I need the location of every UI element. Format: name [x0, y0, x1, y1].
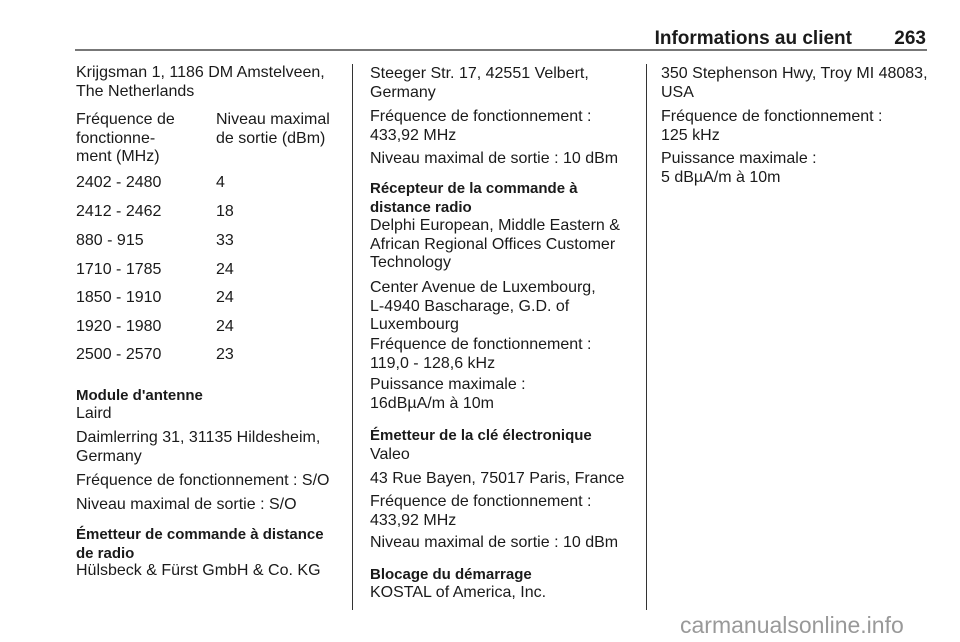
table-cell-frequency: 1710 - 1785 — [76, 261, 162, 278]
watermark: carmanualsonline.info — [680, 612, 904, 638]
paragraph: Niveau maximal de sortie : 10 dBm — [370, 534, 619, 551]
table-cell-level: 23 — [216, 346, 234, 363]
table-cell-frequency: 1920 - 1980 — [76, 318, 162, 335]
table-header-frequency: Fréquence de fonctionne- ment (MHz) — [76, 111, 175, 165]
table-cell-frequency: 2412 - 2462 — [76, 203, 162, 220]
address-text: Krijgsman 1, 1186 DM Amstelveen, The Net… — [76, 64, 325, 100]
paragraph: KOSTAL of America, Inc. — [370, 584, 547, 601]
paragraph: Center Avenue de Luxembourg, L-4940 Basc… — [370, 279, 596, 333]
paragraph: Puissance maximale : 5 dBµA/m à 10m — [661, 150, 817, 186]
section-heading: Module d'antenne — [76, 387, 203, 404]
header-rule — [75, 49, 927, 51]
paragraph: 43 Rue Bayen, 75017 Paris, France — [370, 470, 625, 487]
table-cell-frequency: 1850 - 1910 — [76, 289, 162, 306]
paragraph: Niveau maximal de sortie : 10 dBm — [370, 150, 619, 167]
section-heading: Émetteur de commande à distance de radio — [76, 526, 324, 562]
table-cell-level: 18 — [216, 203, 234, 220]
table-cell-level: 4 — [216, 174, 225, 191]
paragraph: Steeger Str. 17, 42551 Velbert, Germany — [370, 65, 589, 101]
paragraph: Delphi European, Middle Eastern & Africa… — [370, 217, 620, 271]
paragraph: Fréquence de fonctionnement : S/O — [76, 472, 330, 489]
paragraph: Niveau maximal de sortie : S/O — [76, 496, 297, 513]
page-number: 263 — [894, 28, 926, 49]
paragraph: Fréquence de fonctionnement : 125 kHz — [661, 108, 883, 144]
table-cell-level: 24 — [216, 261, 234, 278]
paragraph: 350 Stephenson Hwy, Troy MI 48083, USA — [661, 65, 928, 101]
paragraph: Laird — [76, 405, 112, 422]
table-cell-frequency: 2402 - 2480 — [76, 174, 162, 191]
table-cell-frequency: 880 - 915 — [76, 232, 144, 249]
section-heading: Émetteur de la clé électronique — [370, 427, 592, 444]
paragraph: Puissance maximale : 16dBµA/m à 10m — [370, 376, 526, 412]
column-divider — [646, 64, 647, 610]
section-heading: Récepteur de la commande à distance radi… — [370, 180, 578, 216]
table-cell-frequency: 2500 - 2570 — [76, 346, 162, 363]
table-header-level: Niveau maximal de sortie (dBm) — [216, 111, 330, 147]
paragraph: Daimlerring 31, 31135 Hildesheim, German… — [76, 429, 321, 465]
column-divider — [352, 64, 353, 610]
table-cell-level: 33 — [216, 232, 234, 249]
paragraph: Fréquence de fonctionnement : 119,0 - 12… — [370, 336, 592, 372]
table-cell-level: 24 — [216, 289, 234, 306]
table-cell-level: 24 — [216, 318, 234, 335]
section-heading: Blocage du démarrage — [370, 566, 532, 583]
paragraph: Hülsbeck & Fürst GmbH & Co. KG — [76, 562, 321, 579]
paragraph: Fréquence de fonctionnement : 433,92 MHz — [370, 108, 592, 144]
paragraph: Valeo — [370, 446, 410, 463]
paragraph: Fréquence de fonctionnement : 433,92 MHz — [370, 493, 592, 529]
section-title: Informations au client — [654, 28, 852, 49]
